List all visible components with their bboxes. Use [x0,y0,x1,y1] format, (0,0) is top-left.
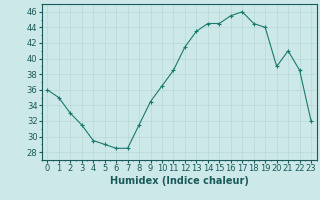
X-axis label: Humidex (Indice chaleur): Humidex (Indice chaleur) [110,176,249,186]
